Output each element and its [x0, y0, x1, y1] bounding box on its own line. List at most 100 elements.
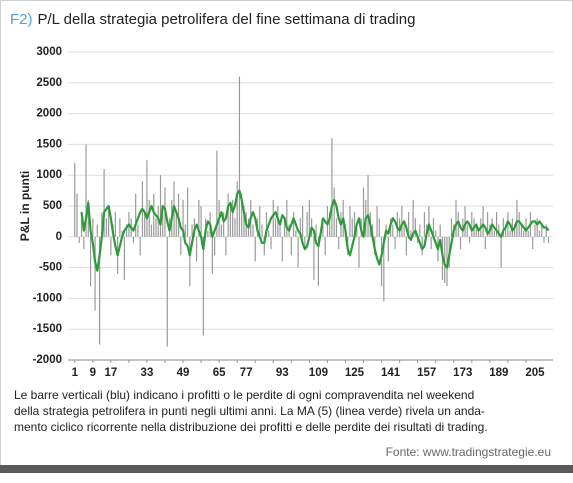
- bar: [496, 212, 498, 237]
- bar: [324, 236, 326, 256]
- bar: [408, 212, 410, 237]
- bar: [202, 236, 204, 336]
- bar: [380, 236, 383, 287]
- bar: [371, 224, 374, 237]
- bar: [432, 218, 435, 237]
- bar: [216, 150, 218, 237]
- bar: [304, 236, 306, 250]
- bar: [236, 181, 238, 237]
- bar: [514, 224, 516, 237]
- bar: [110, 236, 112, 256]
- x-tick-label: 141: [381, 367, 401, 379]
- bar: [126, 224, 128, 237]
- bar: [191, 224, 193, 237]
- bar: [279, 224, 281, 237]
- bar: [523, 230, 525, 237]
- bar: [254, 236, 256, 262]
- bar: [270, 236, 272, 250]
- bar: [274, 218, 277, 237]
- bar: [401, 206, 403, 237]
- x-tick-label: 9: [90, 367, 96, 379]
- bar: [509, 230, 511, 237]
- caption-line: della strategia petrolifera in punti neg…: [14, 404, 485, 418]
- bar: [207, 230, 209, 237]
- x-tick-label: 77: [240, 367, 253, 379]
- bar: [308, 199, 310, 237]
- bar: [137, 224, 139, 237]
- y-tick-label: 500: [43, 200, 62, 212]
- bar: [536, 218, 538, 237]
- bar: [313, 236, 315, 280]
- bar: [189, 236, 191, 287]
- bar: [331, 138, 333, 237]
- bar: [299, 218, 301, 237]
- bar: [155, 218, 157, 237]
- bar: [435, 230, 437, 237]
- bar: [459, 236, 462, 250]
- bar: [329, 212, 331, 237]
- y-tick-label: -1500: [33, 323, 62, 335]
- bar: [83, 236, 85, 250]
- bar: [543, 236, 545, 243]
- bar: [175, 212, 177, 237]
- bar: [534, 224, 536, 237]
- y-tick-label: -2000: [33, 354, 62, 366]
- y-tick-label: 2000: [36, 108, 62, 120]
- bar: [96, 224, 98, 237]
- y-tick-label: 2500: [36, 77, 62, 89]
- x-tick-label: 125: [345, 367, 365, 379]
- bar: [252, 224, 254, 237]
- bar: [297, 236, 299, 268]
- bar: [114, 212, 116, 237]
- bar: [92, 218, 94, 237]
- bar: [139, 236, 141, 256]
- bar: [292, 212, 295, 237]
- x-tick-label: 65: [213, 367, 226, 379]
- bar: [358, 236, 360, 268]
- bar: [322, 218, 324, 237]
- x-tick-label: 17: [104, 367, 117, 379]
- bar: [85, 144, 87, 237]
- bar: [403, 224, 405, 237]
- bar: [89, 236, 92, 287]
- title-label: F2): [10, 11, 33, 28]
- bar: [78, 236, 80, 243]
- bar: [547, 236, 550, 243]
- bar: [464, 206, 466, 237]
- caption-line: mento ciclico ricorrente nella distribuz…: [14, 420, 488, 434]
- bar: [430, 236, 432, 250]
- bar: [159, 175, 162, 237]
- bar: [475, 224, 477, 237]
- bar: [220, 224, 222, 237]
- bar: [333, 187, 335, 237]
- bar: [103, 169, 105, 237]
- bar: [338, 236, 340, 250]
- bar: [383, 236, 385, 302]
- bar: [223, 212, 225, 237]
- bar: [466, 224, 468, 237]
- bar: [283, 218, 286, 237]
- bar: [518, 212, 520, 237]
- bar: [119, 218, 121, 237]
- bar: [238, 76, 241, 237]
- bar: [225, 236, 227, 256]
- bar: [450, 218, 453, 237]
- bar: [180, 236, 182, 256]
- bar: [76, 193, 78, 237]
- bar: [439, 224, 441, 237]
- bar: [367, 175, 369, 237]
- bar: [144, 212, 146, 237]
- bar: [148, 199, 150, 237]
- bar: [387, 236, 389, 262]
- bar: [482, 206, 484, 237]
- bar: [87, 199, 89, 237]
- bar: [486, 212, 489, 237]
- bar: [419, 224, 421, 237]
- bar: [468, 236, 471, 243]
- bar: [259, 206, 261, 237]
- bar: [351, 218, 353, 237]
- bar: [200, 206, 202, 237]
- bar: [378, 218, 380, 237]
- bar: [353, 212, 356, 237]
